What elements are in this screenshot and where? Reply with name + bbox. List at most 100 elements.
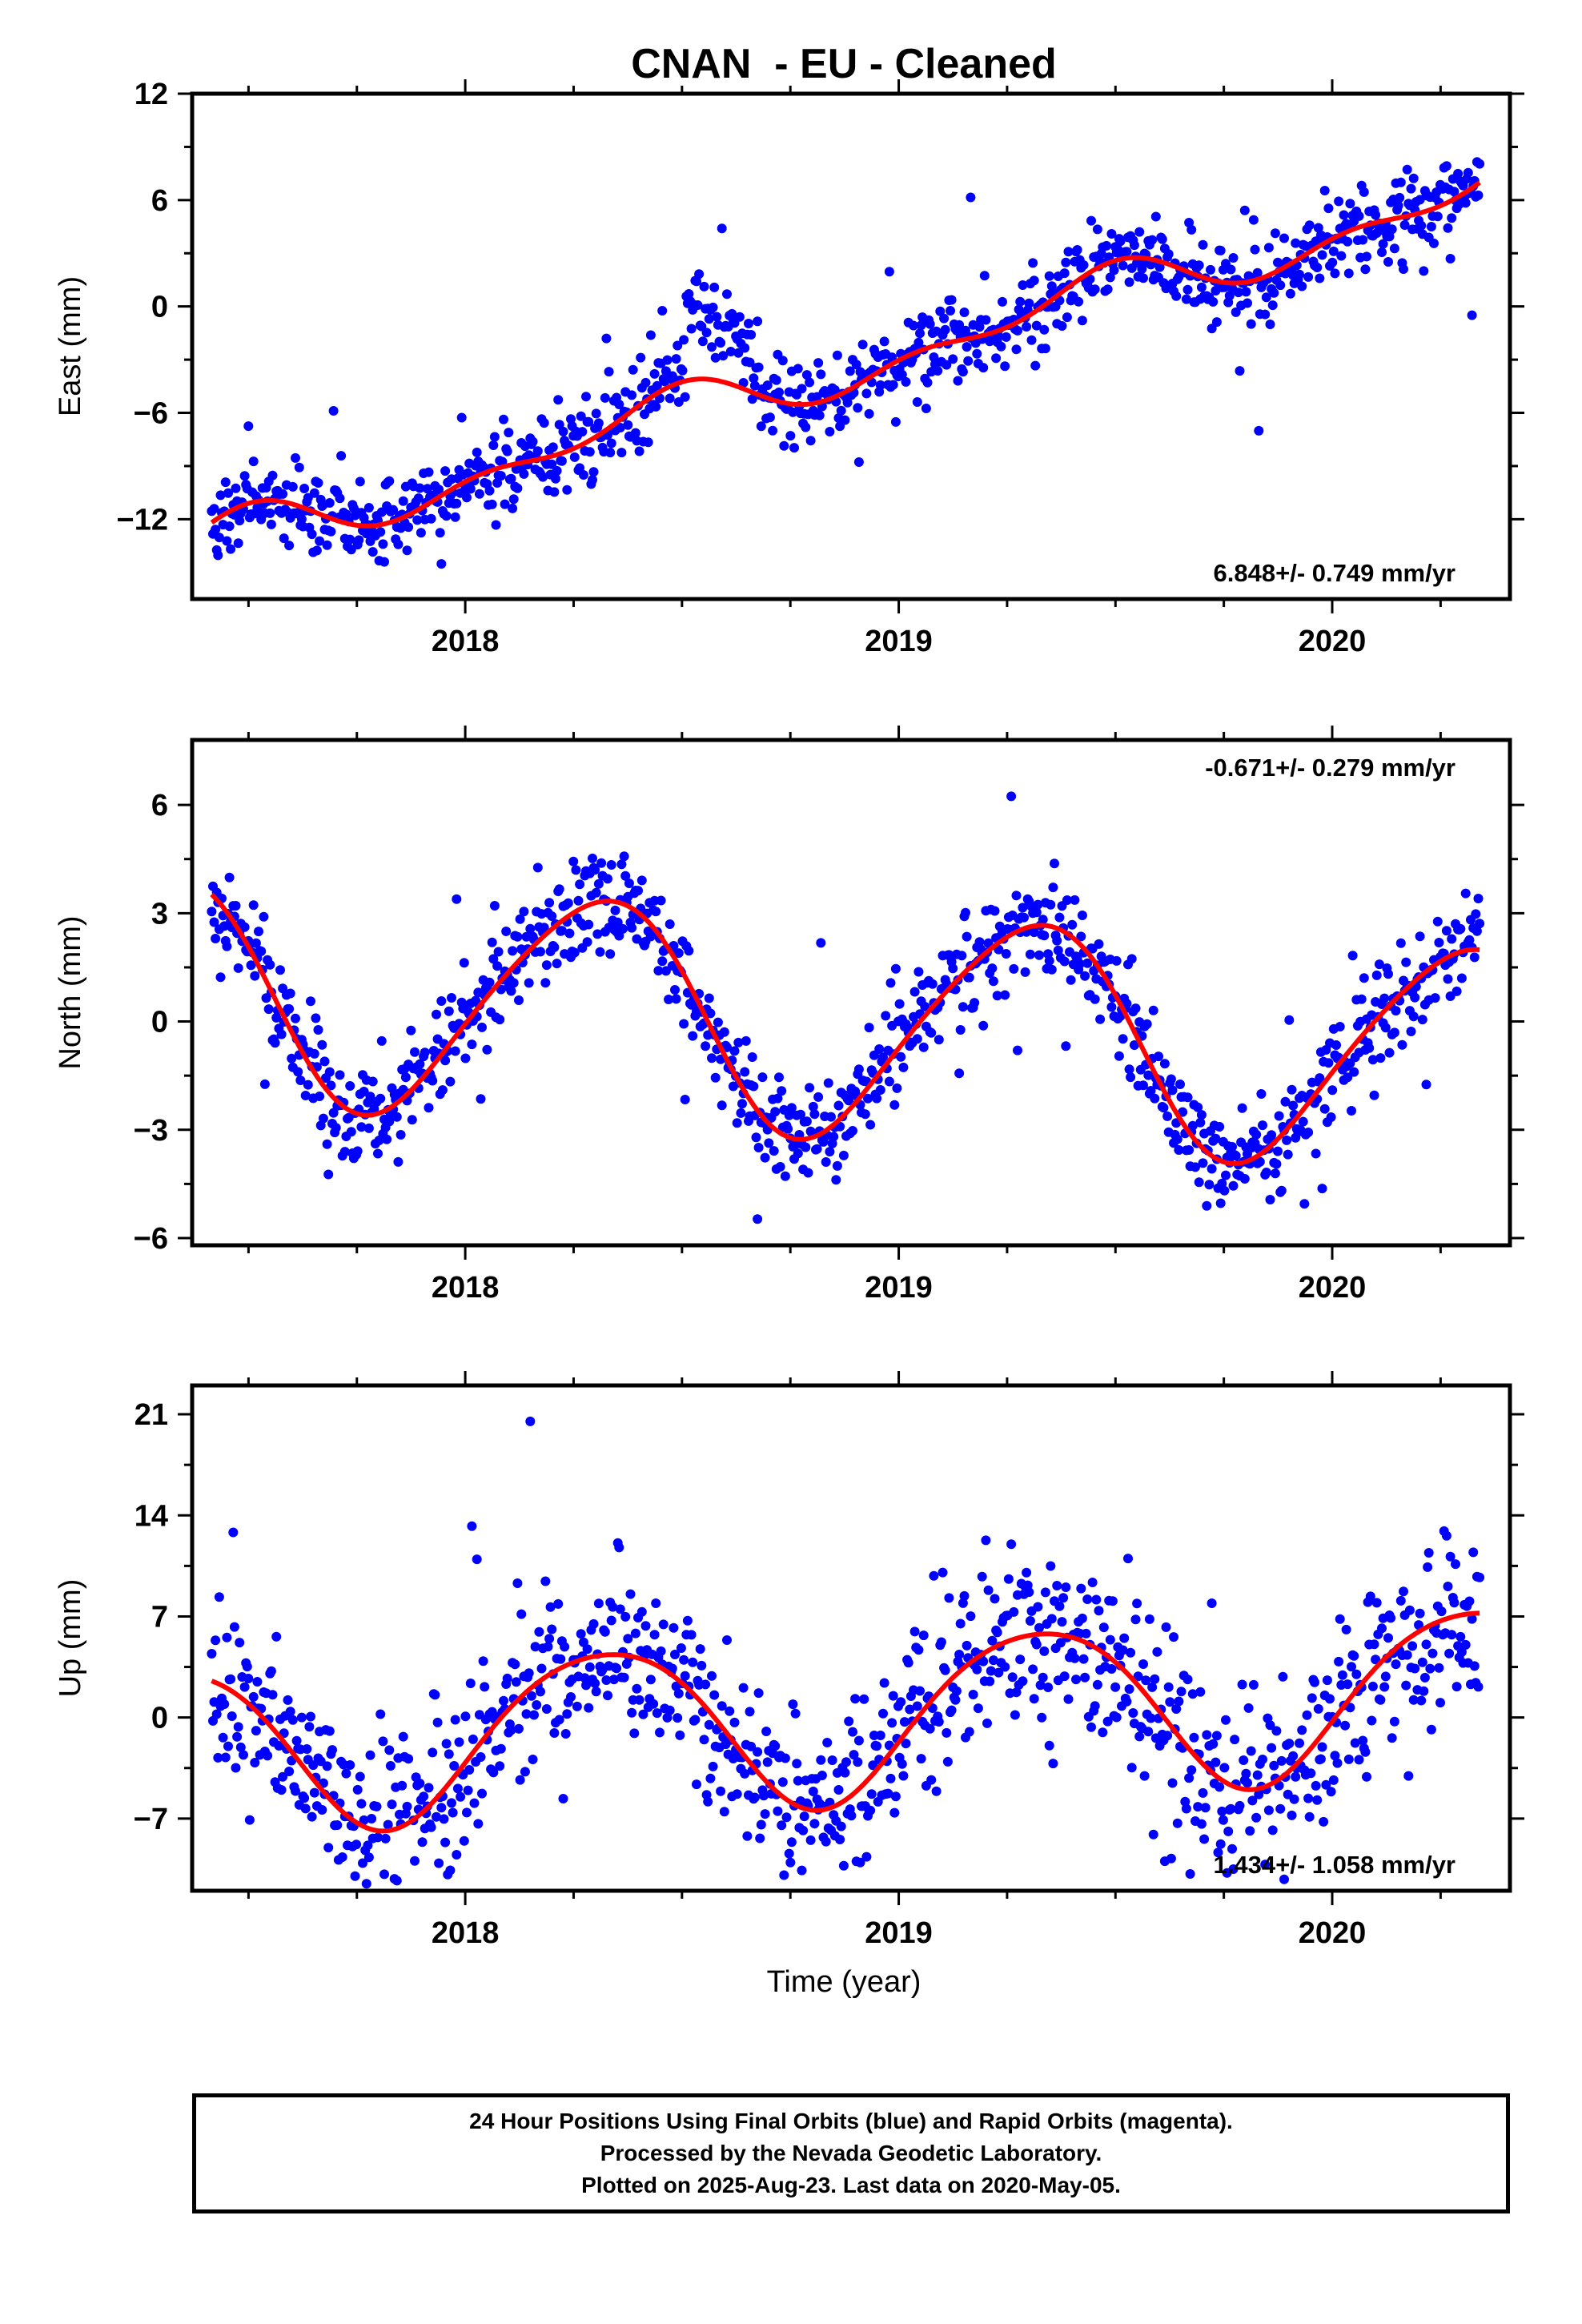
data-point: [940, 1665, 950, 1675]
data-point: [235, 1742, 246, 1752]
data-point: [1475, 159, 1485, 169]
data-point: [909, 987, 920, 997]
data-point: [958, 1598, 968, 1608]
data-point: [1358, 1735, 1368, 1746]
data-point: [1445, 1551, 1456, 1562]
data-point: [284, 541, 295, 551]
data-point: [1241, 287, 1251, 297]
data-point: [242, 1662, 252, 1672]
data-point: [352, 1146, 363, 1156]
y-tick-label: 3: [151, 897, 168, 931]
data-point: [1167, 1085, 1178, 1096]
data-point: [1142, 1019, 1152, 1029]
data-point: [1094, 939, 1104, 949]
data-point: [608, 1675, 619, 1685]
data-point: [790, 1708, 801, 1719]
data-point: [875, 380, 885, 390]
data-point: [692, 1779, 701, 1790]
data-point: [1267, 300, 1278, 311]
data-point: [1150, 211, 1161, 222]
data-point: [1354, 1755, 1364, 1765]
data-point: [777, 1777, 788, 1787]
data-point: [732, 1789, 742, 1799]
data-point: [627, 390, 637, 400]
data-point: [1453, 168, 1464, 179]
data-point: [384, 1116, 395, 1127]
data-point: [853, 1735, 864, 1746]
data-point: [1359, 187, 1369, 197]
data-point: [784, 1110, 794, 1120]
data-point: [1000, 361, 1010, 372]
data-points-up: [207, 1416, 1485, 1891]
data-point: [934, 1035, 944, 1045]
data-point: [1182, 1675, 1193, 1685]
data-point: [1317, 1184, 1327, 1194]
data-point: [295, 1076, 306, 1085]
data-point: [737, 1099, 747, 1109]
data-point: [339, 1147, 350, 1157]
data-point: [615, 423, 625, 432]
data-point: [209, 917, 219, 927]
data-point: [480, 1682, 490, 1692]
data-point: [749, 1081, 759, 1092]
data-point: [572, 1701, 582, 1711]
data-point: [510, 1659, 520, 1670]
data-point: [972, 1664, 982, 1675]
data-point: [393, 539, 404, 549]
data-point: [487, 499, 497, 509]
data-point: [927, 979, 938, 989]
data-point: [1044, 955, 1054, 966]
data-point: [209, 504, 219, 514]
data-point: [769, 1146, 779, 1156]
data-point: [896, 1051, 906, 1062]
data-point: [1369, 1639, 1379, 1650]
data-point: [544, 1634, 555, 1644]
data-point: [554, 1715, 564, 1725]
data-point: [436, 1803, 447, 1813]
data-point: [456, 412, 467, 423]
data-point: [492, 478, 503, 488]
data-point: [707, 342, 717, 352]
data-point: [300, 1091, 311, 1100]
data-point: [1389, 1716, 1399, 1727]
data-point: [1383, 1633, 1393, 1643]
data-point: [541, 1704, 552, 1714]
data-point: [651, 401, 661, 412]
data-point: [496, 984, 506, 995]
data-point: [1276, 1755, 1287, 1766]
data-point: [601, 333, 612, 344]
data-point: [994, 332, 1004, 341]
data-point: [1345, 1703, 1355, 1713]
data-point: [853, 1757, 863, 1767]
data-point: [452, 498, 462, 509]
data-point: [701, 1679, 711, 1690]
data-point: [885, 978, 896, 988]
data-point: [371, 1801, 382, 1811]
data-point: [278, 1771, 288, 1782]
data-point: [508, 503, 518, 513]
data-point: [1343, 236, 1353, 247]
data-point: [1434, 938, 1444, 947]
data-point: [1143, 1727, 1154, 1737]
data-point: [753, 1143, 764, 1152]
data-point: [1473, 894, 1484, 903]
data-point: [560, 1729, 571, 1739]
data-point: [211, 1635, 221, 1646]
data-point: [1063, 247, 1074, 257]
data-point: [1061, 1582, 1071, 1592]
data-point: [1383, 257, 1393, 267]
data-point: [1267, 1825, 1278, 1835]
data-point: [805, 1083, 815, 1093]
data-point: [515, 914, 525, 924]
data-point: [753, 1688, 764, 1699]
data-point: [319, 1056, 330, 1067]
data-point: [838, 1150, 849, 1160]
data-point: [379, 557, 389, 567]
data-point: [827, 1755, 837, 1765]
data-point: [640, 1621, 651, 1631]
data-point: [1473, 1682, 1484, 1692]
data-point: [477, 1788, 487, 1799]
data-point: [581, 1680, 591, 1691]
data-point: [448, 1807, 458, 1818]
data-point: [311, 1013, 321, 1023]
